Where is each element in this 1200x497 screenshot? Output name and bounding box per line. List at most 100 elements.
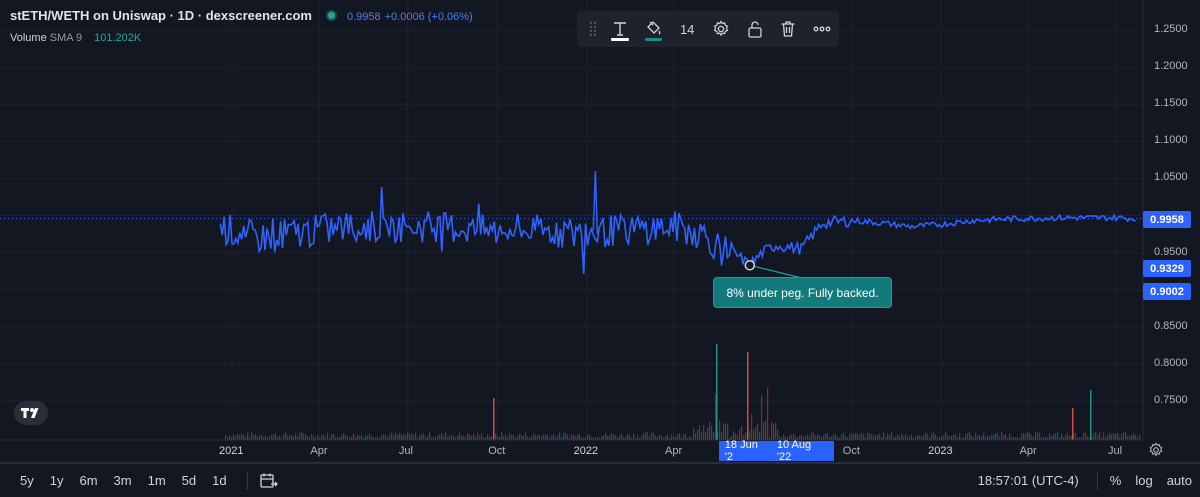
volume-bar (649, 436, 651, 440)
volume-bar (491, 436, 493, 440)
timeframe-3m[interactable]: 3m (113, 473, 132, 488)
volume-bar (259, 435, 261, 440)
volume-bar (691, 437, 693, 440)
volume-bar (901, 433, 903, 440)
annotation-callout[interactable]: 8% under peg. Fully backed. (713, 277, 892, 308)
more-button[interactable] (805, 11, 839, 47)
volume-bar (757, 423, 759, 440)
volume-bar (787, 437, 789, 440)
text-icon (613, 22, 626, 36)
settings-button[interactable] (704, 11, 738, 47)
volume-bar (781, 437, 783, 440)
volume-bar (249, 437, 251, 440)
timeframe-1d[interactable]: 1d (212, 473, 227, 488)
date-range-button[interactable] (259, 473, 278, 489)
drag-grip-icon[interactable] (583, 11, 603, 47)
volume-bar (423, 433, 425, 440)
volume-bar (727, 424, 729, 440)
volume-bar (1079, 437, 1081, 440)
axis-settings-button[interactable] (1148, 442, 1164, 463)
x-highlight-label: 18 Jun '2 (724, 439, 758, 463)
clock[interactable]: 18:57:01 (UTC-4) (977, 473, 1079, 488)
volume-bar (811, 432, 813, 440)
volume-bar (777, 429, 779, 440)
volume-bar (613, 434, 615, 440)
volume-bar (925, 432, 927, 440)
volume-bar (421, 434, 423, 440)
volume-bar (923, 435, 925, 440)
price-chart[interactable] (0, 0, 1200, 462)
tradingview-logo-icon (21, 408, 39, 418)
volume-bar (1029, 433, 1031, 440)
volume-bar (671, 434, 673, 440)
auto-toggle[interactable]: auto (1166, 473, 1192, 488)
volume-bar (227, 437, 229, 440)
volume-bar (453, 436, 455, 440)
volume-bar (783, 433, 785, 440)
volume-bar (815, 435, 817, 440)
timeframe-5y[interactable]: 5y (20, 473, 34, 488)
volume-bar (397, 435, 399, 440)
volume-bar (989, 436, 991, 440)
volume-bar (547, 435, 549, 440)
timeframe-6m[interactable]: 6m (79, 473, 98, 488)
annotation-anchor[interactable] (744, 260, 756, 271)
volume-bar (495, 433, 497, 440)
volume-bar (827, 433, 829, 440)
volume-bar (303, 433, 305, 440)
volume-bar (1113, 433, 1115, 440)
volume-bar (299, 432, 301, 440)
volume-label[interactable]: Volume (10, 32, 47, 44)
volume-bar (621, 433, 623, 440)
delete-button[interactable] (772, 11, 806, 47)
volume-bar (577, 434, 579, 440)
lock-button[interactable] (738, 11, 772, 47)
timeframe-1m[interactable]: 1m (147, 473, 166, 488)
volume-bar (1101, 437, 1103, 440)
symbol-title[interactable]: stETH/WETH on Uniswap · 1D · dexscreener… (10, 8, 312, 23)
timeframe-5d[interactable]: 5d (181, 473, 197, 488)
volume-bar (1023, 432, 1025, 440)
font-size-button[interactable]: 14 (679, 21, 695, 37)
volume-bar (487, 434, 489, 440)
x-highlight-label: 10 Aug '22 (776, 439, 812, 463)
volume-bar (571, 434, 573, 440)
volume-bar (581, 437, 583, 440)
volume-bar (987, 435, 989, 440)
background-color-button[interactable] (637, 11, 671, 47)
volume-bar (385, 434, 387, 440)
volume-bar (715, 394, 717, 440)
volume-bar (527, 436, 529, 440)
volume-bar (917, 435, 919, 440)
text-color-button[interactable] (603, 11, 637, 47)
volume-bar (819, 435, 821, 440)
volume-bar (953, 434, 955, 440)
volume-bar (233, 434, 235, 440)
volume-bar (887, 433, 889, 440)
volume-bar (241, 433, 243, 440)
volume-bar (1133, 432, 1135, 440)
volume-bar (641, 435, 643, 440)
volume-bar (973, 437, 975, 440)
volume-bar (979, 435, 981, 440)
volume-bar (763, 422, 765, 440)
volume-bar (655, 435, 657, 440)
volume-bar (493, 398, 495, 440)
volume-bar (443, 435, 445, 440)
volume-bar (367, 435, 369, 440)
volume-bar (609, 435, 611, 440)
volume-bar (773, 423, 775, 440)
volume-bar (599, 437, 601, 440)
volume-bar (893, 437, 895, 440)
volume-bar (807, 434, 809, 440)
timeframe-1y[interactable]: 1y (49, 473, 64, 488)
volume-bar (947, 435, 949, 440)
percent-toggle[interactable]: % (1109, 473, 1122, 488)
tradingview-logo[interactable] (14, 401, 48, 425)
drawing-toolbar: 14 (577, 11, 839, 47)
volume-bar (895, 436, 897, 440)
log-toggle[interactable]: log (1135, 473, 1153, 488)
volume-bar (1081, 437, 1083, 440)
volume-bar (897, 434, 899, 440)
